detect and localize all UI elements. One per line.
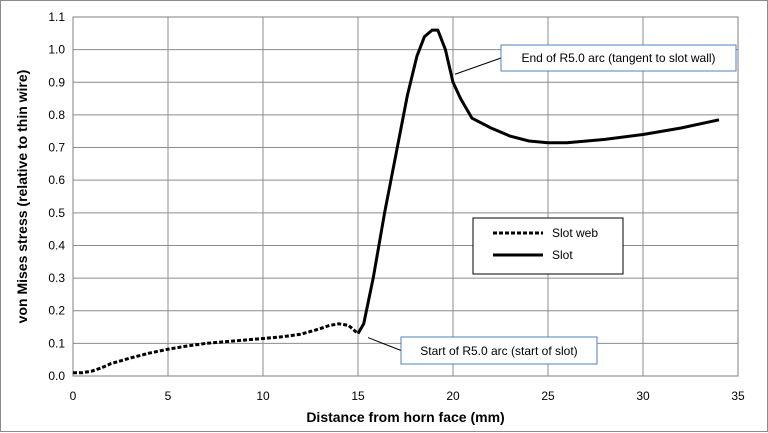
x-tick-label: 0 — [70, 389, 77, 403]
x-tick-label: 5 — [165, 389, 172, 403]
series-line-1 — [73, 322, 359, 375]
annotation-leader — [367, 337, 402, 351]
x-tick-label: 30 — [636, 389, 650, 403]
y-tick-label: 0.1 — [48, 336, 65, 350]
x-tick-label: 25 — [541, 389, 555, 403]
annotation-text: End of R5.0 arc (tangent to slot wall) — [521, 51, 715, 65]
x-axis-title: Distance from horn face (mm) — [306, 409, 504, 425]
y-tick-label: 0.0 — [48, 369, 65, 383]
annotation-box — [500, 44, 737, 72]
plot-border — [72, 16, 739, 377]
x-tick-label: 20 — [446, 389, 460, 403]
x-tick-label: 15 — [351, 389, 365, 403]
y-tick-label: 0.9 — [48, 75, 65, 89]
y-tick-label: 0.6 — [48, 173, 65, 187]
y-tick-label: 1.1 — [48, 10, 65, 24]
legend: Slot web Slot — [472, 217, 624, 275]
annotation-leader — [454, 57, 502, 75]
legend-box — [472, 217, 624, 275]
plot-area — [73, 17, 738, 376]
legend-label: Slot — [552, 248, 573, 262]
annotation-box — [400, 336, 598, 365]
y-tick-label: 0.5 — [48, 206, 65, 220]
y-tick-label: 1.0 — [48, 43, 65, 57]
series-line-2 — [356, 28, 720, 335]
y-axis-title: von Mises stress (relative to thin wire) — [14, 70, 30, 324]
y-tick-label: 0.2 — [48, 304, 65, 318]
x-tick-label: 35 — [731, 389, 745, 403]
y-tick-label: 0.7 — [48, 141, 65, 155]
y-tick-label: 0.3 — [48, 271, 65, 285]
legend-label: Slot web — [552, 226, 598, 240]
x-tick-label: 10 — [256, 389, 270, 403]
y-tick-label: 0.8 — [48, 108, 65, 122]
annotation-text: Start of R5.0 arc (start of slot) — [420, 344, 577, 358]
y-tick-label: 0.4 — [48, 238, 65, 252]
